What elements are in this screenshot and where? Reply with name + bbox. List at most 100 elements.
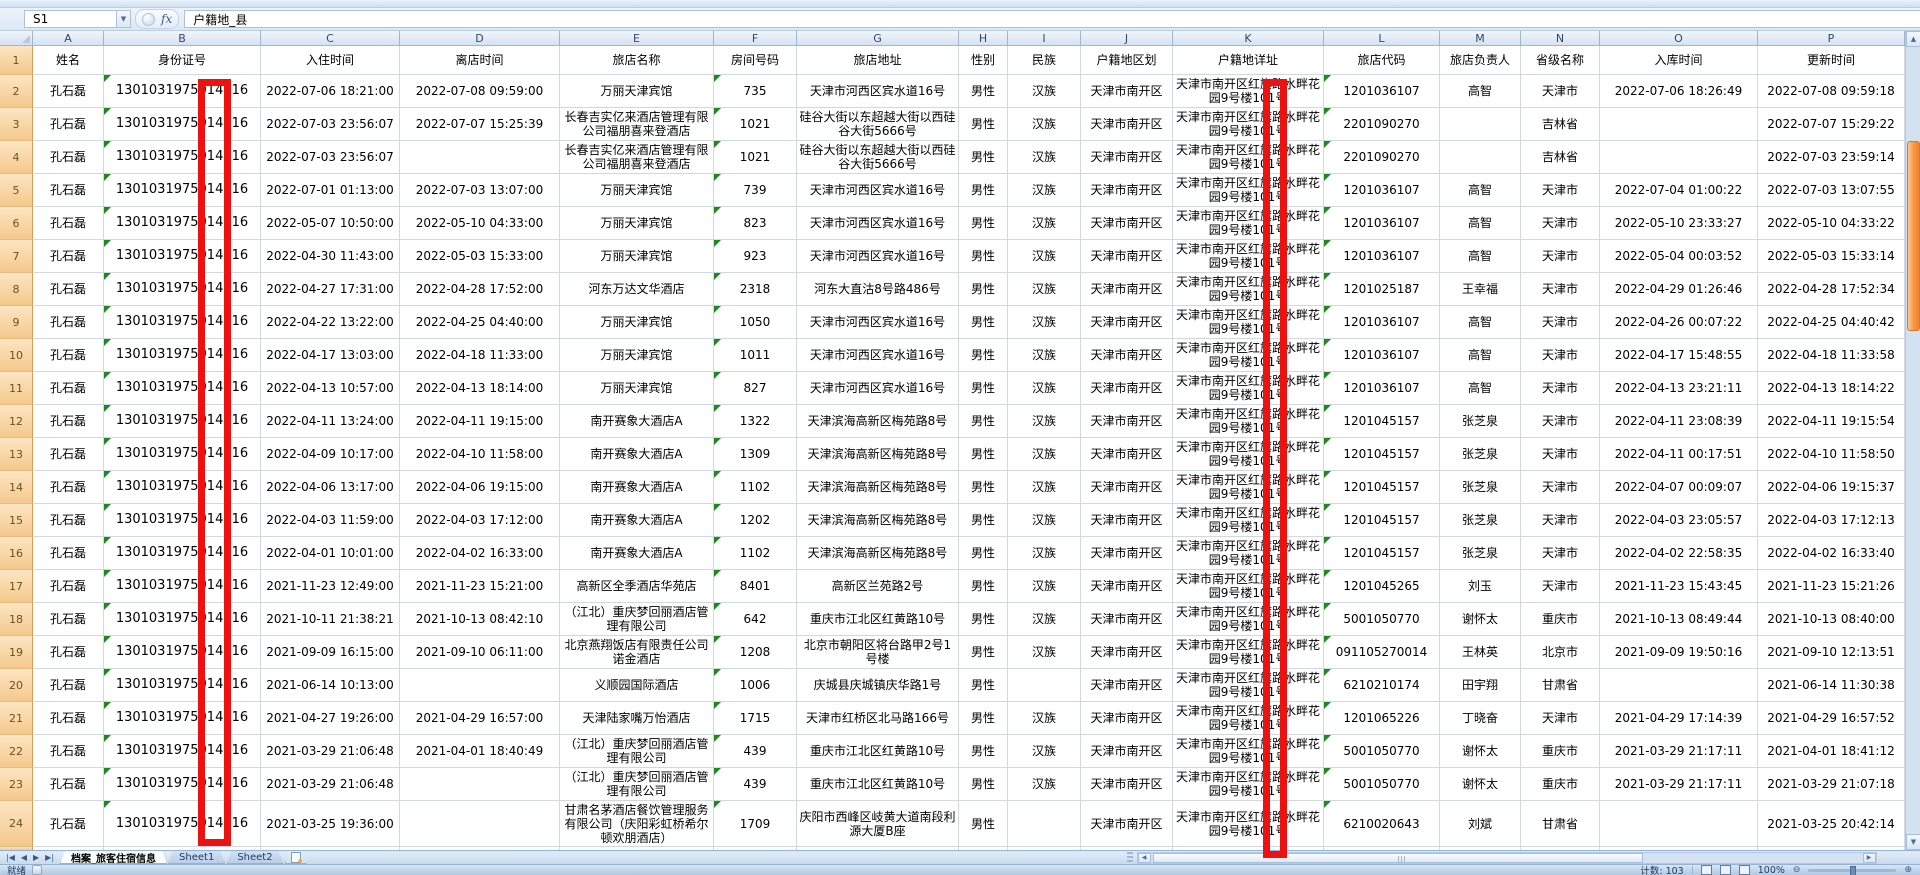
cell-I1[interactable]: 民族 — [1008, 46, 1081, 75]
cell-E23[interactable]: （江北）重庆梦回丽酒店管理有限公司 — [560, 768, 714, 801]
cell-D5[interactable]: 2022-07-03 13:07:00 — [400, 174, 560, 207]
cell-P2[interactable]: 2022-07-08 09:59:18 — [1758, 75, 1905, 108]
cell-F19[interactable]: 1208 — [714, 636, 797, 669]
cell-N19[interactable]: 北京市 — [1521, 636, 1600, 669]
row-header-8[interactable]: 8 — [0, 273, 33, 306]
cell-G17[interactable]: 高新区兰苑路2号 — [797, 570, 959, 603]
cell-F21[interactable]: 1715 — [714, 702, 797, 735]
cell-O9[interactable]: 2022-04-26 00:07:22 — [1600, 306, 1758, 339]
cell-B2[interactable]: 1301031975014016 — [104, 75, 261, 108]
cell-J13[interactable]: 天津市南开区 — [1081, 438, 1173, 471]
cell-L24[interactable]: 6210020643 — [1324, 801, 1440, 847]
cell-A23[interactable]: 孔石磊 — [33, 768, 104, 801]
row-header-19[interactable]: 19 — [0, 636, 33, 669]
cell-L21[interactable]: 1201065226 — [1324, 702, 1440, 735]
cell-K12[interactable]: 天津市南开区红旗路水畔花园9号楼101号 — [1173, 405, 1324, 438]
cell-B21[interactable]: 1301031975014016 — [104, 702, 261, 735]
cell-J6[interactable]: 天津市南开区 — [1081, 207, 1173, 240]
cell-O6[interactable]: 2022-05-10 23:33:27 — [1600, 207, 1758, 240]
cell-D17[interactable]: 2021-11-23 15:21:00 — [400, 570, 560, 603]
cell-I3[interactable]: 汉族 — [1008, 108, 1081, 141]
row-header-14[interactable]: 14 — [0, 471, 33, 504]
cell-D10[interactable]: 2022-04-18 11:33:00 — [400, 339, 560, 372]
cell-H4[interactable]: 男性 — [959, 141, 1008, 174]
sheet-tab-Sheet1[interactable]: Sheet1 — [168, 851, 225, 864]
cell-H5[interactable]: 男性 — [959, 174, 1008, 207]
cell-F4[interactable]: 1021 — [714, 141, 797, 174]
cell-D12[interactable]: 2022-04-11 19:15:00 — [400, 405, 560, 438]
cell-D25[interactable] — [400, 847, 560, 850]
cell-E13[interactable]: 南开赛象大酒店A — [560, 438, 714, 471]
insert-function-area[interactable]: fx — [135, 9, 180, 29]
cell-D7[interactable]: 2022-05-03 15:33:00 — [400, 240, 560, 273]
cell-N15[interactable]: 天津市 — [1521, 504, 1600, 537]
cell-I22[interactable]: 汉族 — [1008, 735, 1081, 768]
cell-C15[interactable]: 2022-04-03 11:59:00 — [261, 504, 400, 537]
cell-I21[interactable]: 汉族 — [1008, 702, 1081, 735]
cell-F6[interactable]: 823 — [714, 207, 797, 240]
cell-L14[interactable]: 1201045157 — [1324, 471, 1440, 504]
cell-G14[interactable]: 天津滨海高新区梅苑路8号 — [797, 471, 959, 504]
cell-N24[interactable]: 甘肃省 — [1521, 801, 1600, 847]
cell-B4[interactable]: 1301031975014016 — [104, 141, 261, 174]
cell-B20[interactable]: 1301031975014016 — [104, 669, 261, 702]
cell-M3[interactable] — [1440, 108, 1521, 141]
cell-H18[interactable]: 男性 — [959, 603, 1008, 636]
cell-K19[interactable]: 天津市南开区红旗路水畔花园9号楼101号 — [1173, 636, 1324, 669]
cell-C24[interactable]: 2021-03-25 19:36:00 — [261, 801, 400, 847]
cell-L1[interactable]: 旅店代码 — [1324, 46, 1440, 75]
cell-N17[interactable]: 天津市 — [1521, 570, 1600, 603]
cell-E7[interactable]: 万丽天津宾馆 — [560, 240, 714, 273]
cell-I11[interactable]: 汉族 — [1008, 372, 1081, 405]
cell-H6[interactable]: 男性 — [959, 207, 1008, 240]
cell-P20[interactable]: 2021-06-14 11:30:38 — [1758, 669, 1905, 702]
cell-L13[interactable]: 1201045157 — [1324, 438, 1440, 471]
cell-I9[interactable]: 汉族 — [1008, 306, 1081, 339]
cell-N23[interactable]: 重庆市 — [1521, 768, 1600, 801]
cell-M8[interactable]: 王幸福 — [1440, 273, 1521, 306]
cell-H13[interactable]: 男性 — [959, 438, 1008, 471]
cell-L22[interactable]: 5001050770 — [1324, 735, 1440, 768]
cell-L3[interactable]: 2201090270 — [1324, 108, 1440, 141]
cell-N6[interactable]: 天津市 — [1521, 207, 1600, 240]
cell-D20[interactable] — [400, 669, 560, 702]
cell-K25[interactable] — [1173, 847, 1324, 850]
cell-K4[interactable]: 天津市南开区红旗路水畔花园9号楼101号 — [1173, 141, 1324, 174]
row-header-17[interactable]: 17 — [0, 570, 33, 603]
cell-G4[interactable]: 硅谷大街以东超越大街以西硅谷大街5666号 — [797, 141, 959, 174]
cell-A4[interactable]: 孔石磊 — [33, 141, 104, 174]
cell-I8[interactable]: 汉族 — [1008, 273, 1081, 306]
cell-O4[interactable] — [1600, 141, 1758, 174]
cell-M24[interactable]: 刘斌 — [1440, 801, 1521, 847]
cell-M25[interactable] — [1440, 847, 1521, 850]
cell-C7[interactable]: 2022-04-30 11:43:00 — [261, 240, 400, 273]
cell-K17[interactable]: 天津市南开区红旗路水畔花园9号楼101号 — [1173, 570, 1324, 603]
sheet-tab-档案_旅客住宿信息[interactable]: 档案_旅客住宿信息 — [60, 851, 167, 864]
cell-A15[interactable]: 孔石磊 — [33, 504, 104, 537]
cell-L18[interactable]: 5001050770 — [1324, 603, 1440, 636]
row-header-7[interactable]: 7 — [0, 240, 33, 273]
cell-M20[interactable]: 田宇翔 — [1440, 669, 1521, 702]
cell-A7[interactable]: 孔石磊 — [33, 240, 104, 273]
cell-C16[interactable]: 2022-04-01 10:01:00 — [261, 537, 400, 570]
cell-P19[interactable]: 2021-09-10 12:13:51 — [1758, 636, 1905, 669]
cell-O19[interactable]: 2021-09-09 19:50:16 — [1600, 636, 1758, 669]
cell-L10[interactable]: 1201036107 — [1324, 339, 1440, 372]
cell-C10[interactable]: 2022-04-17 13:03:00 — [261, 339, 400, 372]
cell-O5[interactable]: 2022-07-04 01:00:22 — [1600, 174, 1758, 207]
cell-A13[interactable]: 孔石磊 — [33, 438, 104, 471]
cell-H7[interactable]: 男性 — [959, 240, 1008, 273]
cell-E11[interactable]: 万丽天津宾馆 — [560, 372, 714, 405]
cell-G11[interactable]: 天津市河西区宾水道16号 — [797, 372, 959, 405]
cell-A20[interactable]: 孔石磊 — [33, 669, 104, 702]
cell-J7[interactable]: 天津市南开区 — [1081, 240, 1173, 273]
cell-E16[interactable]: 南开赛象大酒店A — [560, 537, 714, 570]
cell-P23[interactable]: 2021-03-29 21:07:18 — [1758, 768, 1905, 801]
cell-G19[interactable]: 北京市朝阳区将台路甲2号1号楼 — [797, 636, 959, 669]
row-header-13[interactable]: 13 — [0, 438, 33, 471]
cell-K3[interactable]: 天津市南开区红旗路水畔花园9号楼101号 — [1173, 108, 1324, 141]
cell-L16[interactable]: 1201045157 — [1324, 537, 1440, 570]
cell-E8[interactable]: 河东万达文华酒店 — [560, 273, 714, 306]
cell-A21[interactable]: 孔石磊 — [33, 702, 104, 735]
cell-H8[interactable]: 男性 — [959, 273, 1008, 306]
